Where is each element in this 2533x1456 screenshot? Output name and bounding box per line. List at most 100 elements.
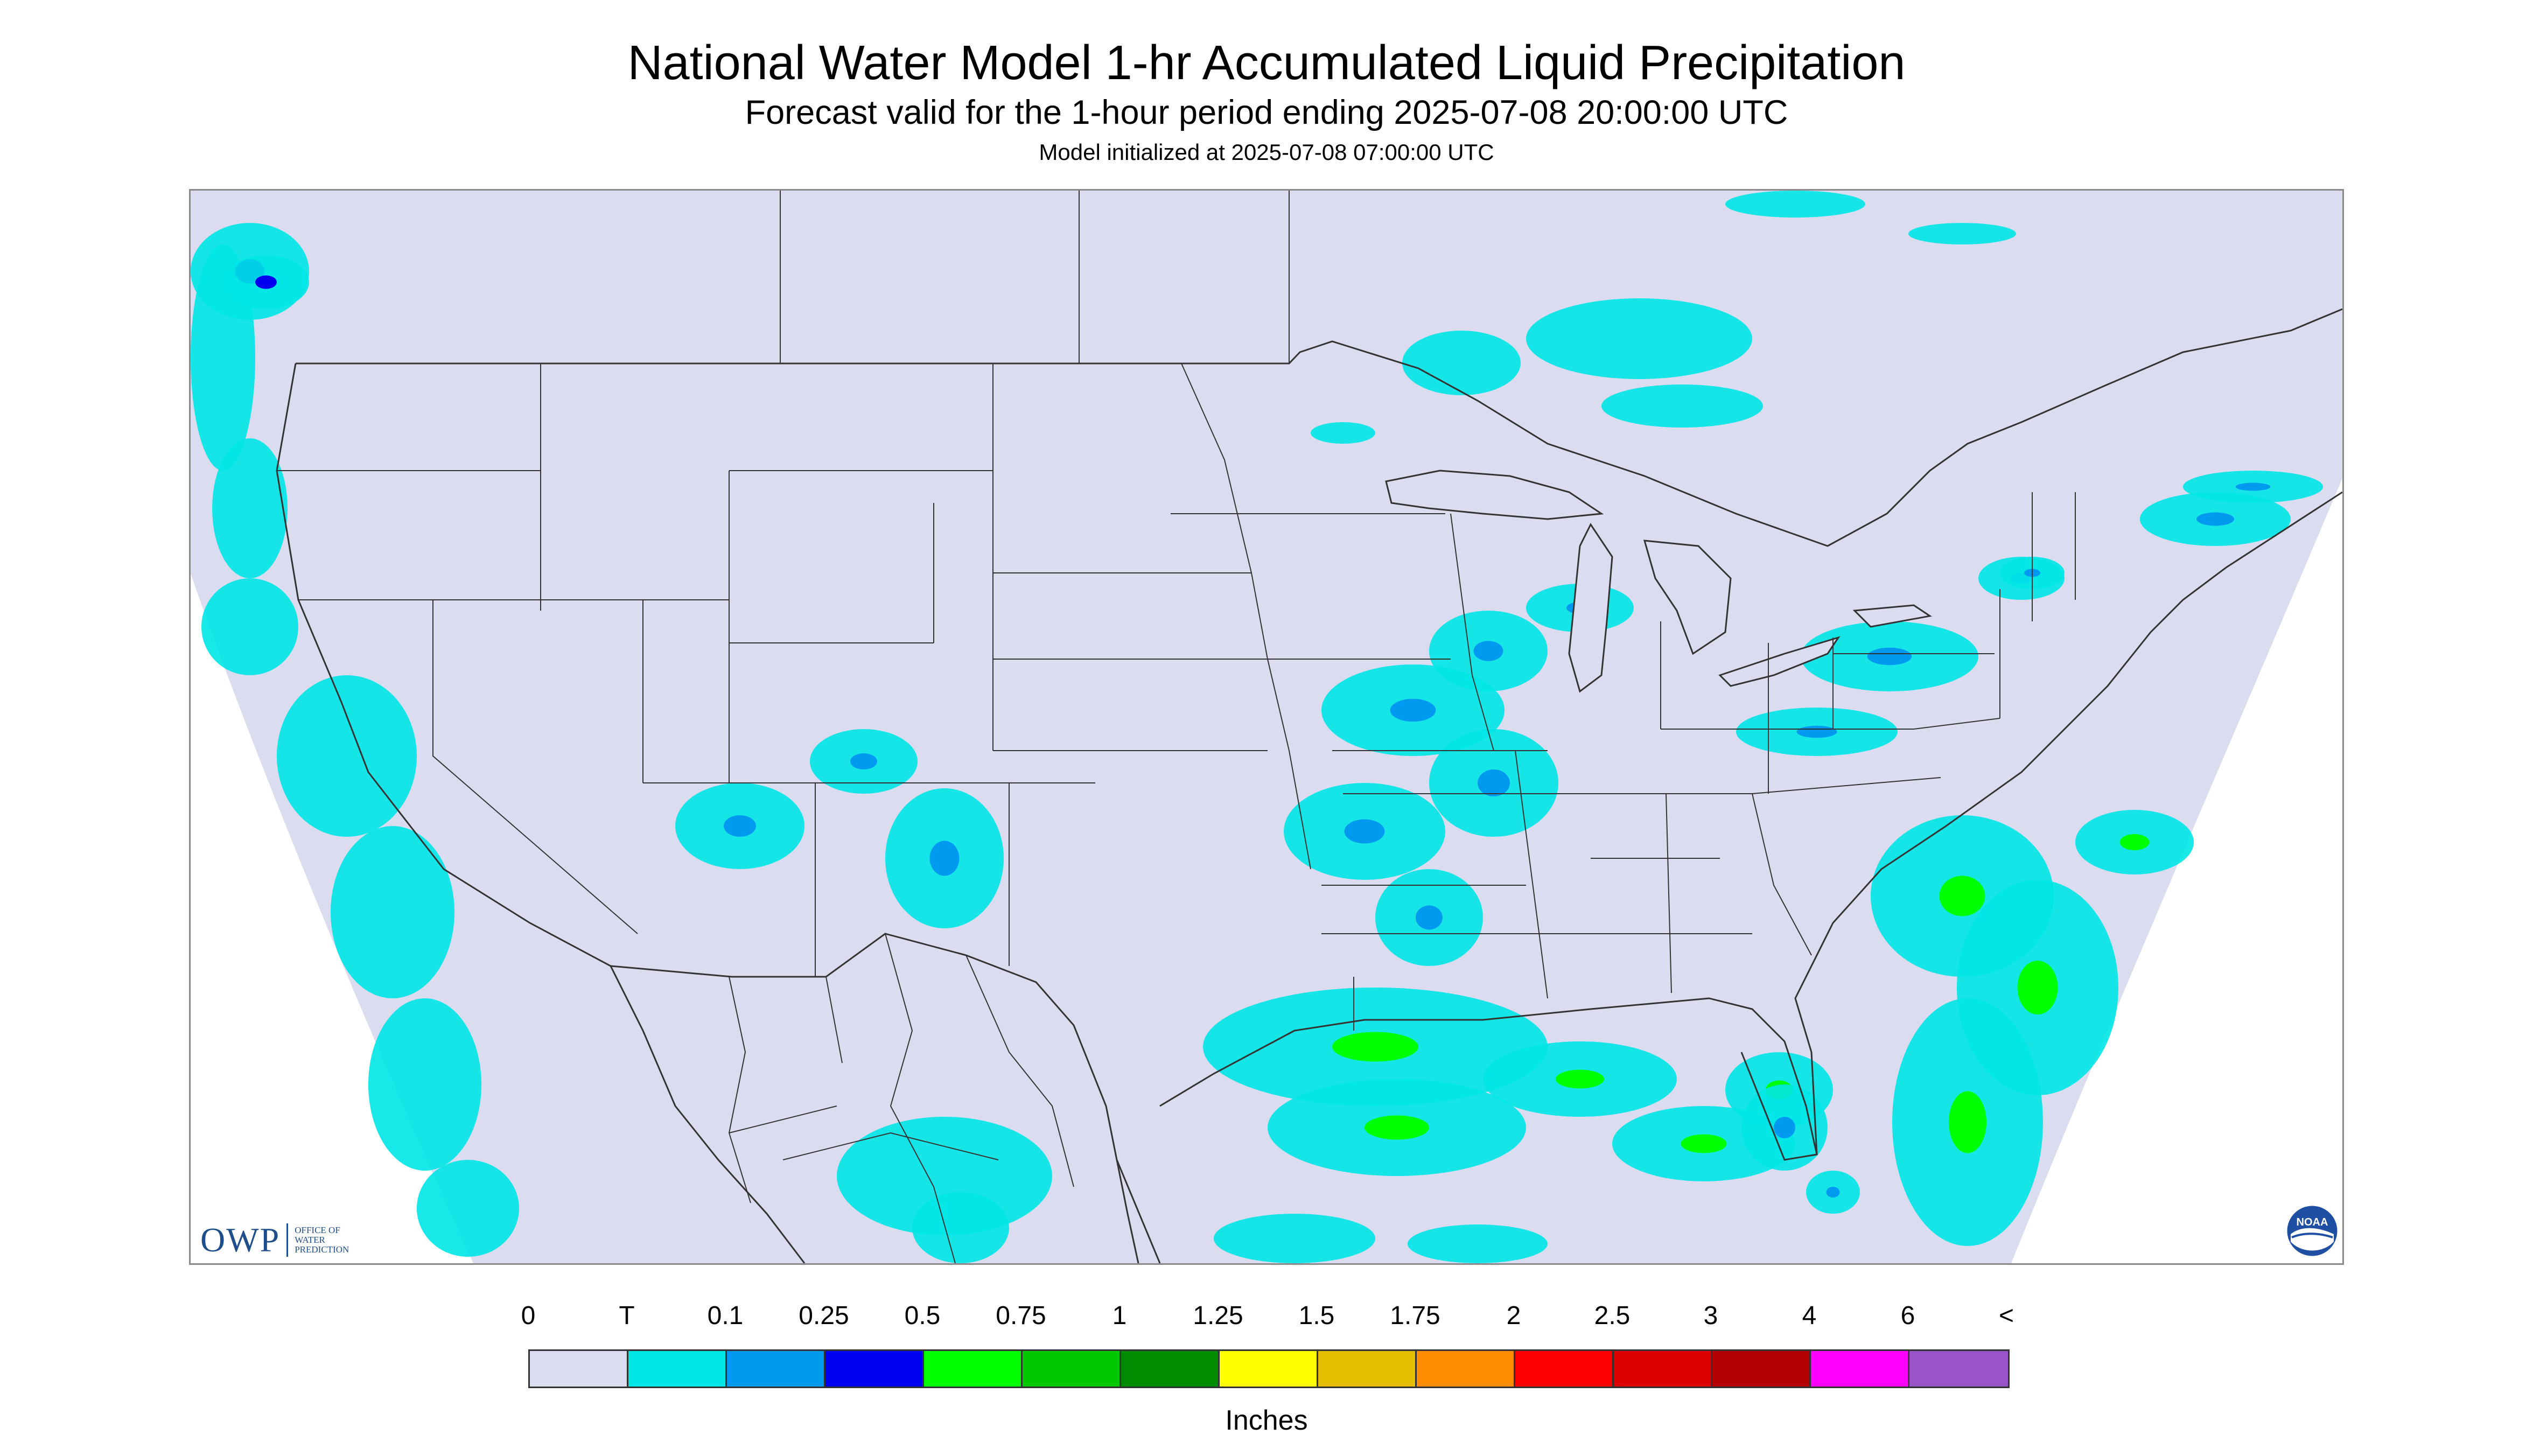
precip-core	[1416, 905, 1443, 930]
legend-tick-label: T	[619, 1301, 635, 1330]
noaa-logo-icon: NOAA	[2285, 1204, 2339, 1258]
precip-core	[1365, 1115, 1429, 1140]
precip-cell	[1408, 1224, 1548, 1263]
precip-core	[2017, 961, 2058, 1014]
precip-cell	[1402, 331, 1521, 395]
precipitation-map[interactable]	[189, 189, 2344, 1265]
lake-erie	[1718, 636, 1841, 687]
owp-logo: OWP OFFICE OF WATER PREDICTION	[200, 1220, 349, 1260]
legend-tick-label: 6	[1900, 1301, 1915, 1330]
precip-cell	[277, 675, 417, 837]
precipitation-field	[191, 191, 2323, 1263]
precip-core	[1826, 1187, 1840, 1198]
precip-core	[1473, 641, 1503, 661]
precip-core	[1478, 769, 1510, 796]
legend-swatch	[530, 1351, 628, 1387]
precip-core	[2235, 482, 2271, 491]
precip-cell	[417, 1160, 519, 1257]
legend-tick-label: 2	[1506, 1301, 1521, 1330]
owp-sub-line-3: PREDICTION	[295, 1244, 349, 1255]
us-mexico-border	[610, 933, 1161, 1263]
precip-core	[1774, 1117, 1795, 1138]
precip-cell	[1725, 191, 1865, 218]
legend-tick-label: 0.25	[799, 1301, 849, 1330]
owp-logo-subtitle: OFFICE OF WATER PREDICTION	[295, 1226, 349, 1255]
legend-swatch	[1515, 1351, 1614, 1387]
precip-core	[1796, 725, 1837, 738]
precip-core	[1390, 698, 1436, 722]
state-borders	[277, 191, 2076, 1031]
precip-cell	[368, 998, 481, 1171]
legend-swatch	[1811, 1351, 1909, 1387]
legend-tick-label: 0.75	[996, 1301, 1046, 1330]
legend-tick-label: 1	[1112, 1301, 1127, 1330]
legend-swatch	[924, 1351, 1023, 1387]
mexico-borders	[728, 933, 1074, 1263]
precip-core	[2196, 512, 2234, 526]
precip-core	[1867, 647, 1912, 666]
precip-core	[2119, 834, 2150, 850]
lake-ontario	[1852, 604, 1932, 628]
legend-swatch	[1614, 1351, 1712, 1387]
precip-core	[850, 753, 877, 769]
legend-tick-label: 1.5	[1298, 1301, 1335, 1330]
map-subtitle: Forecast valid for the 1-hour period end…	[745, 94, 1788, 131]
legend-swatch	[1023, 1351, 1121, 1387]
owp-logo-separator	[286, 1223, 289, 1257]
precip-core	[255, 275, 277, 289]
lake-michigan	[1568, 523, 1613, 693]
precip-cell	[201, 578, 298, 675]
us-canada-border	[296, 308, 2342, 547]
owp-logo-text: OWP	[200, 1221, 281, 1259]
precip-core	[1681, 1134, 1727, 1153]
legend-labels: 0 T 0.1 0.25 0.5 0.75 1 1.25 1.5 1.75 2 2.5 3 4 6 <	[0, 1303, 2533, 1335]
west-coast	[276, 363, 611, 967]
precip-core	[1949, 1091, 1986, 1153]
legend-tick-label: 2.5	[1594, 1301, 1631, 1330]
legend-swatch	[628, 1351, 727, 1387]
mexico-coast-west	[610, 965, 806, 1263]
legend-tick-label: 3	[1703, 1301, 1718, 1330]
mexico-coast-gulf	[1116, 1159, 1139, 1263]
east-coast	[1794, 491, 2342, 1155]
precip-core	[1556, 1069, 1604, 1089]
precip-cell	[912, 1192, 1009, 1263]
lake-superior	[1385, 470, 1604, 520]
precip-cell	[1214, 1214, 1375, 1263]
map-canvas	[191, 191, 2342, 1263]
legend-color-bar	[528, 1349, 2010, 1388]
model-domain	[191, 191, 2342, 1263]
precip-core	[1939, 876, 1985, 916]
precip-core	[724, 815, 756, 837]
legend-swatch	[727, 1351, 825, 1387]
precip-cell	[212, 438, 288, 578]
precip-cell	[1601, 384, 1763, 428]
legend-tick-label: 1.75	[1390, 1301, 1440, 1330]
lake-huron	[1643, 540, 1732, 655]
legend-tick-label: 0.1	[707, 1301, 744, 1330]
legend-units: Inches	[1225, 1405, 1308, 1436]
precip-cell	[331, 826, 454, 998]
legend-swatch	[1909, 1351, 2008, 1387]
legend-swatch	[1121, 1351, 1220, 1387]
precip-core	[1344, 819, 1385, 844]
legend-swatch	[825, 1351, 924, 1387]
gulf-coast	[1159, 997, 1818, 1161]
legend-tick-label: <	[1998, 1301, 2014, 1330]
precip-core	[929, 841, 960, 876]
legend-swatch	[1220, 1351, 1318, 1387]
legend-swatch	[1417, 1351, 1515, 1387]
model-init-time: Model initialized at 2025-07-08 07:00:00…	[1039, 139, 1494, 165]
legend-tick-label: 1.25	[1193, 1301, 1243, 1330]
precip-cell	[1908, 223, 2016, 244]
country-borders	[276, 308, 2342, 1263]
great-lakes	[1385, 470, 1932, 693]
legend-tick-label: 0.5	[904, 1301, 941, 1330]
owp-sub-line-2: WATER	[295, 1235, 325, 1245]
precip-cell	[1311, 422, 1375, 444]
legend-swatch	[1318, 1351, 1417, 1387]
owp-sub-line-1: OFFICE OF	[295, 1225, 340, 1235]
precip-core	[1332, 1032, 1418, 1062]
legend-tick-label: 4	[1802, 1301, 1817, 1330]
legend-tick-label: 0	[521, 1301, 536, 1330]
